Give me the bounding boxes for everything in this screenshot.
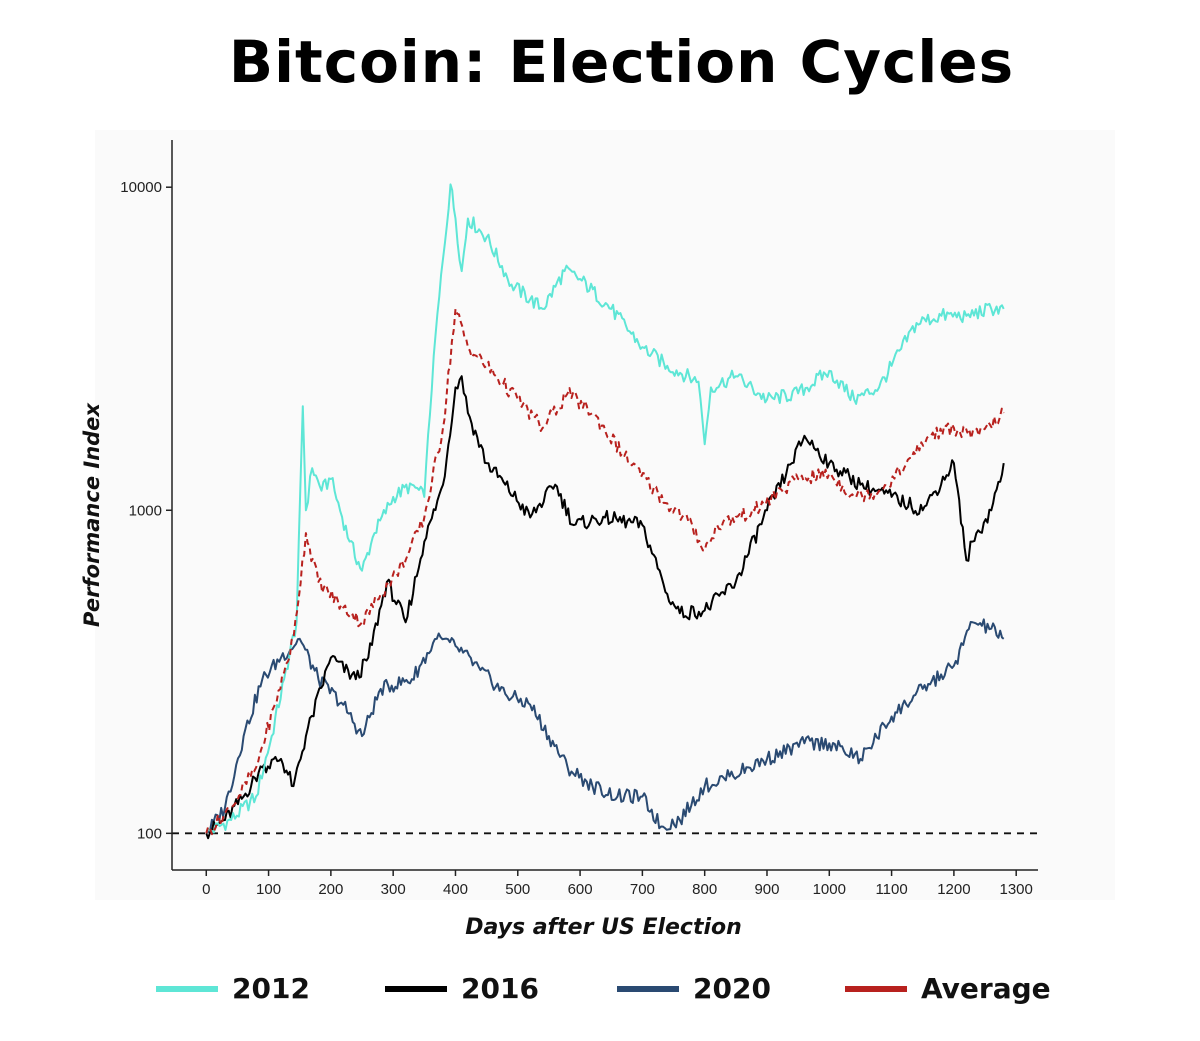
- legend-item-average: Average: [845, 972, 1051, 1005]
- y-tick-label-1000: 1000: [129, 502, 162, 519]
- x-tick-label-0: 0: [202, 881, 210, 898]
- legend-swatch-2020: [617, 985, 679, 992]
- legend-label-average: Average: [921, 972, 1051, 1005]
- legend-swatch-2012: [156, 985, 218, 992]
- chart-title: Bitcoin: Election Cycles: [228, 28, 1015, 96]
- legend-item-2020: 2020: [617, 972, 771, 1005]
- x-tick-label-800: 800: [692, 881, 717, 898]
- x-tick-label-100: 100: [256, 881, 281, 898]
- y-tick-label-10000: 10000: [120, 179, 162, 196]
- lines-layer: [172, 183, 1038, 840]
- series-line-2020: [205, 618, 1005, 835]
- legend-item-2016: 2016: [385, 972, 539, 1005]
- legend-label-2020: 2020: [693, 972, 771, 1005]
- x-tick-label-700: 700: [630, 881, 655, 898]
- x-tick-label-1200: 1200: [937, 881, 970, 898]
- x-tick-label-1300: 1300: [1000, 881, 1033, 898]
- legend-label-2016: 2016: [461, 972, 539, 1005]
- ticks-layer: 0 100 200 300 400 500 600 700 800 900 1000 1100 1200…: [120, 179, 1033, 898]
- legend-swatch-2016: [385, 985, 447, 992]
- x-tick-label-1100: 1100: [875, 881, 907, 898]
- x-tick-label-900: 900: [754, 881, 779, 898]
- y-tick-label-100: 100: [137, 825, 162, 842]
- legend-swatch-average: [845, 985, 907, 992]
- x-tick-label-400: 400: [443, 881, 468, 898]
- x-tick-label-200: 200: [318, 881, 343, 898]
- series-line-2012: [205, 183, 1005, 834]
- y-axis-label: Performance Index: [80, 403, 104, 627]
- x-tick-label-1000: 1000: [813, 881, 846, 898]
- legend-item-2012: 2012: [156, 972, 310, 1005]
- legend-label-2012: 2012: [232, 972, 310, 1005]
- series-line-2016: [205, 375, 1005, 840]
- x-tick-label-300: 300: [381, 881, 406, 898]
- x-axis-label: Days after US Election: [465, 915, 742, 940]
- series-line-average: [205, 307, 1005, 836]
- x-tick-label-500: 500: [505, 881, 530, 898]
- x-tick-label-600: 600: [568, 881, 593, 898]
